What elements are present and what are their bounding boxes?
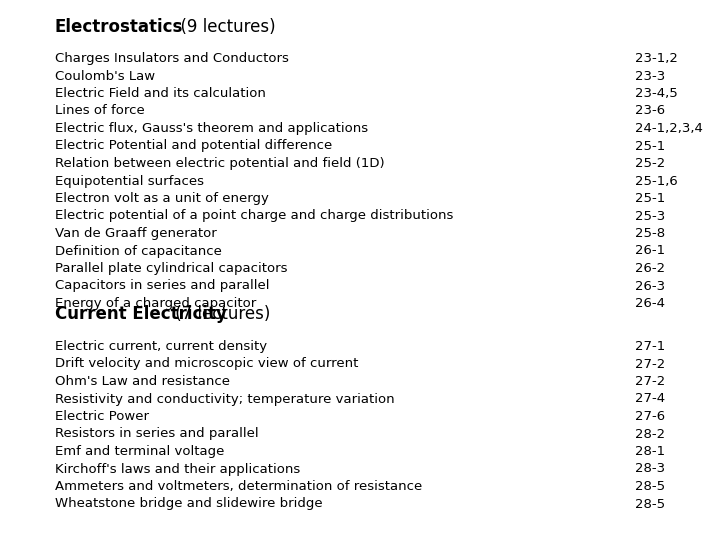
Text: 26-4: 26-4 bbox=[635, 297, 665, 310]
Text: Ohm's Law and resistance: Ohm's Law and resistance bbox=[55, 375, 230, 388]
Text: Ammeters and voltmeters, determination of resistance: Ammeters and voltmeters, determination o… bbox=[55, 480, 422, 493]
Text: Resistivity and conductivity; temperature variation: Resistivity and conductivity; temperatur… bbox=[55, 393, 395, 406]
Text: 25-1: 25-1 bbox=[635, 192, 665, 205]
Text: Resistors in series and parallel: Resistors in series and parallel bbox=[55, 428, 258, 441]
Text: 24-1,2,3,4: 24-1,2,3,4 bbox=[635, 122, 703, 135]
Text: Capacitors in series and parallel: Capacitors in series and parallel bbox=[55, 280, 269, 293]
Text: 28-1: 28-1 bbox=[635, 445, 665, 458]
Text: 25-1,6: 25-1,6 bbox=[635, 174, 678, 187]
Text: Electric potential of a point charge and charge distributions: Electric potential of a point charge and… bbox=[55, 210, 454, 222]
Text: 23-6: 23-6 bbox=[635, 105, 665, 118]
Text: Electric Power: Electric Power bbox=[55, 410, 149, 423]
Text: 27-2: 27-2 bbox=[635, 375, 665, 388]
Text: Kirchoff's laws and their applications: Kirchoff's laws and their applications bbox=[55, 462, 300, 476]
Text: 28-5: 28-5 bbox=[635, 480, 665, 493]
Text: Electrostatics: Electrostatics bbox=[55, 18, 184, 36]
Text: Current Electricity: Current Electricity bbox=[55, 305, 227, 323]
Text: 25-1: 25-1 bbox=[635, 139, 665, 152]
Text: Energy of a charged capacitor: Energy of a charged capacitor bbox=[55, 297, 256, 310]
Text: Emf and terminal voltage: Emf and terminal voltage bbox=[55, 445, 225, 458]
Text: 27-1: 27-1 bbox=[635, 340, 665, 353]
Text: 28-5: 28-5 bbox=[635, 497, 665, 510]
Text: Charges Insulators and Conductors: Charges Insulators and Conductors bbox=[55, 52, 289, 65]
Text: Parallel plate cylindrical capacitors: Parallel plate cylindrical capacitors bbox=[55, 262, 287, 275]
Text: Electron volt as a unit of energy: Electron volt as a unit of energy bbox=[55, 192, 269, 205]
Text: Equipotential surfaces: Equipotential surfaces bbox=[55, 174, 204, 187]
Text: 27-6: 27-6 bbox=[635, 410, 665, 423]
Text: 23-4,5: 23-4,5 bbox=[635, 87, 678, 100]
Text: 26-3: 26-3 bbox=[635, 280, 665, 293]
Text: 27-2: 27-2 bbox=[635, 357, 665, 370]
Text: 23-3: 23-3 bbox=[635, 70, 665, 83]
Text: (7 lectures): (7 lectures) bbox=[170, 305, 271, 323]
Text: Relation between electric potential and field (1D): Relation between electric potential and … bbox=[55, 157, 384, 170]
Text: 27-4: 27-4 bbox=[635, 393, 665, 406]
Text: Electric flux, Gauss's theorem and applications: Electric flux, Gauss's theorem and appli… bbox=[55, 122, 368, 135]
Text: Drift velocity and microscopic view of current: Drift velocity and microscopic view of c… bbox=[55, 357, 359, 370]
Text: 25-3: 25-3 bbox=[635, 210, 665, 222]
Text: 28-3: 28-3 bbox=[635, 462, 665, 476]
Text: Wheatstone bridge and slidewire bridge: Wheatstone bridge and slidewire bridge bbox=[55, 497, 323, 510]
Text: Coulomb's Law: Coulomb's Law bbox=[55, 70, 155, 83]
Text: 25-8: 25-8 bbox=[635, 227, 665, 240]
Text: Electric Field and its calculation: Electric Field and its calculation bbox=[55, 87, 266, 100]
Text: 23-1,2: 23-1,2 bbox=[635, 52, 678, 65]
Text: 28-2: 28-2 bbox=[635, 428, 665, 441]
Text: Electric current, current density: Electric current, current density bbox=[55, 340, 267, 353]
Text: Lines of force: Lines of force bbox=[55, 105, 145, 118]
Text: Van de Graaff generator: Van de Graaff generator bbox=[55, 227, 217, 240]
Text: Definition of capacitance: Definition of capacitance bbox=[55, 245, 222, 258]
Text: Electric Potential and potential difference: Electric Potential and potential differe… bbox=[55, 139, 332, 152]
Text: (9 lectures): (9 lectures) bbox=[170, 18, 276, 36]
Text: 26-2: 26-2 bbox=[635, 262, 665, 275]
Text: 25-2: 25-2 bbox=[635, 157, 665, 170]
Text: 26-1: 26-1 bbox=[635, 245, 665, 258]
